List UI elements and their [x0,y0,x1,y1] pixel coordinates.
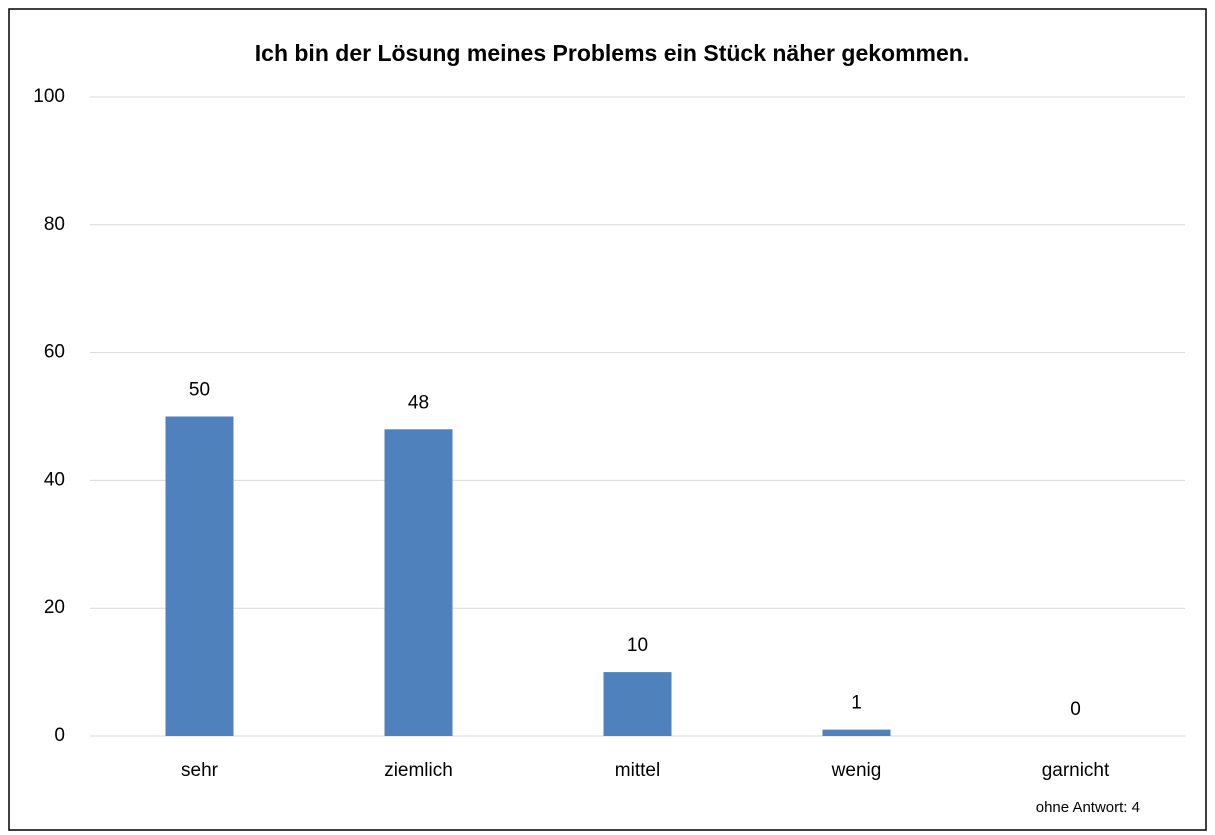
x-tick-label: ziemlich [384,760,453,781]
y-tick-label: 60 [44,342,65,363]
chart-title: Ich bin der Lösung meines Problems ein S… [255,40,969,66]
data-label: 48 [408,392,429,413]
bar [165,416,234,736]
data-label: 50 [189,380,210,401]
y-tick-label: 20 [44,597,65,618]
bar [603,672,672,736]
y-tick-label: 80 [44,214,65,235]
y-tick-label: 100 [33,86,65,107]
y-tick-label: 0 [54,725,65,746]
x-tick-label: mittel [615,760,660,781]
bar [384,429,453,736]
annotation: ohne Antwort: 4 [1036,799,1140,816]
x-tick-label: sehr [181,760,219,781]
y-tick-label: 40 [44,469,65,490]
data-label: 0 [1070,699,1081,720]
x-tick-label: garnicht [1042,760,1110,781]
bar [822,729,891,736]
data-label: 1 [851,693,862,714]
data-label: 10 [627,635,648,656]
x-tick-label: wenig [831,760,882,781]
